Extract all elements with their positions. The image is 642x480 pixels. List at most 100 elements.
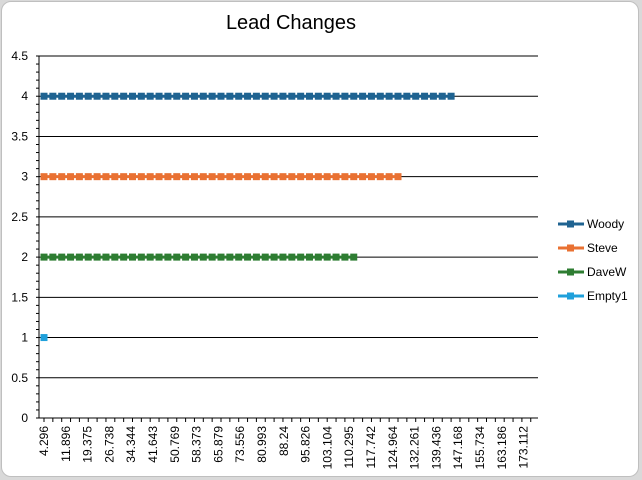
data-point	[93, 173, 101, 181]
plot-series	[40, 92, 455, 342]
data-point	[217, 253, 225, 261]
x-tick-label: 132.261	[408, 426, 422, 470]
data-point	[288, 92, 296, 100]
data-point	[111, 92, 119, 100]
data-point	[173, 173, 181, 181]
y-tick-label: 0	[21, 411, 28, 425]
x-tick-label: 11.896	[59, 426, 73, 462]
x-tick-label: 19.375	[81, 426, 95, 463]
data-point	[146, 92, 154, 100]
data-point	[394, 92, 402, 100]
data-point	[314, 253, 322, 261]
legend-marker	[567, 220, 574, 228]
data-point	[75, 92, 83, 100]
y-tick-label: 4	[21, 89, 28, 103]
data-point	[288, 173, 296, 181]
data-point	[447, 92, 455, 100]
data-point	[217, 173, 225, 181]
legend-marker	[567, 292, 574, 300]
x-tick-label: 88.24	[277, 426, 291, 456]
legend-marker	[567, 244, 574, 252]
data-point	[394, 173, 402, 181]
data-point	[226, 92, 234, 100]
data-point	[84, 92, 92, 100]
series-davew	[40, 253, 358, 261]
data-point	[67, 253, 75, 261]
y-tick-label: 0.5	[11, 371, 28, 385]
x-tick-label: 58.373	[190, 426, 204, 463]
data-point	[155, 92, 163, 100]
x-tick-label: 95.826	[299, 426, 313, 463]
data-point	[58, 253, 66, 261]
x-tick-label: 163.186	[495, 426, 509, 470]
data-point	[270, 173, 278, 181]
data-point	[306, 92, 313, 100]
data-point	[182, 253, 190, 261]
data-point	[164, 92, 172, 100]
data-point	[376, 173, 384, 181]
x-tick-label: 50.769	[168, 426, 182, 463]
data-point	[208, 92, 216, 100]
data-point	[261, 253, 269, 261]
data-point	[155, 253, 163, 261]
x-tick-label: 41.643	[146, 426, 160, 463]
data-point	[235, 173, 243, 181]
data-point	[438, 92, 446, 100]
series-woody	[40, 92, 455, 100]
data-point	[164, 173, 172, 181]
data-point	[359, 173, 367, 181]
y-tick-label: 4.5	[11, 49, 28, 63]
data-point	[129, 253, 136, 261]
data-point	[173, 92, 181, 100]
data-point	[235, 253, 243, 261]
data-point	[359, 92, 367, 100]
data-point	[75, 253, 83, 261]
data-point	[332, 253, 340, 261]
data-point	[75, 173, 83, 181]
data-point	[40, 253, 48, 261]
y-tick-label: 1	[21, 331, 28, 345]
data-point	[226, 253, 234, 261]
data-point	[421, 92, 429, 100]
x-tick-label: 117.742	[364, 426, 378, 469]
data-point	[58, 173, 66, 181]
data-point	[146, 253, 154, 261]
data-point	[261, 92, 269, 100]
data-point	[120, 173, 128, 181]
legend: Woody Steve DaveW Empty1	[558, 217, 628, 303]
data-point	[252, 253, 260, 261]
data-point	[182, 173, 190, 181]
data-point	[376, 92, 384, 100]
y-tick-label: 2	[21, 250, 28, 264]
x-tick-label: 103.104	[320, 426, 334, 470]
data-point	[323, 92, 331, 100]
x-tick-label: 173.112	[517, 426, 531, 469]
data-point	[350, 92, 358, 100]
x-tick-label: 26.738	[102, 426, 116, 463]
data-point	[385, 92, 393, 100]
data-point	[40, 173, 48, 181]
legend-item-empty1: Empty1	[558, 289, 628, 303]
y-tick-label: 3.5	[11, 129, 28, 143]
data-point	[279, 173, 287, 181]
data-point	[244, 173, 252, 181]
x-tick-label: 80.993	[255, 426, 269, 463]
data-point	[190, 253, 198, 261]
x-tick-label: 139.436	[429, 426, 443, 470]
data-point	[323, 253, 331, 261]
data-point	[226, 173, 234, 181]
data-point	[199, 173, 207, 181]
x-tick-label: 124.964	[386, 426, 400, 470]
data-point	[182, 92, 190, 100]
data-point	[341, 92, 349, 100]
data-point	[208, 253, 216, 261]
x-tick-label: 110.295	[342, 426, 356, 469]
data-point	[93, 92, 101, 100]
data-point	[341, 173, 349, 181]
data-point	[270, 253, 278, 261]
data-point	[279, 92, 287, 100]
data-point	[288, 253, 296, 261]
legend-item-woody: Woody	[558, 217, 624, 231]
